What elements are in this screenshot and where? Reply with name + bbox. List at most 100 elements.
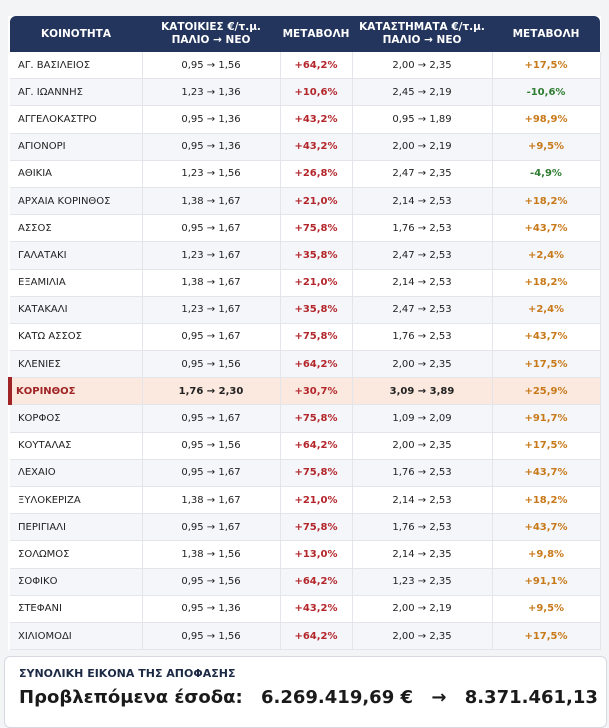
revenue-new: 8.371.461,13	[464, 687, 598, 708]
table-row: ΓΑΛΑΤΑΚΙ 1,23 → 1,67 +35,8% 2,47 → 2,53 +2,4…	[10, 241, 601, 270]
table-cell: 1,23 → 2,35	[352, 568, 493, 596]
table-row: ΣΟΦΙΚΟ 0,95 → 1,56 +64,2% 1,23 → 2,35 +91,1%	[10, 568, 601, 596]
table-cell: +17,5%	[492, 432, 601, 460]
table-cell: +64,2%	[280, 52, 353, 80]
community-name: ΑΓΓΕΛΟΚΑΣΤΡΟ	[10, 105, 143, 134]
header-line: ΚΑΤΑΣΤΗΜΑΤΑ €/τ.μ.	[359, 21, 485, 33]
table-row: ΛΕΧΑΙΟ 0,95 → 1,67 +75,8% 1,76 → 2,53 +43,7%	[10, 459, 601, 488]
table-cell: 2,14 → 2,53	[352, 486, 493, 515]
community-name: ΠΕΡΙΓΙΑΛΙ	[10, 513, 143, 542]
table-row: ΣΤΕΦΑΝΙ 0,95 → 1,36 +43,2% 2,00 → 2,19 +9,5%	[10, 595, 601, 623]
community-name: ΑΓ. ΒΑΣΙΛΕΙΟΣ	[10, 52, 143, 80]
header-cell: ΚΑΤΑΣΤΗΜΑΤΑ €/τ.μ. ΠΑΛΙΟ → ΝΕΟ	[352, 16, 492, 52]
table-cell: +43,2%	[280, 105, 353, 134]
table-row: ΑΓΓΕΛΟΚΑΣΤΡΟ 0,95 → 1,36 +43,2% 0,95 → 1,89…	[10, 105, 601, 134]
table-cell: 0,95 → 1,56	[142, 52, 281, 80]
table-cell: +17,5%	[492, 622, 601, 651]
table-cell: 1,76 → 2,53	[352, 459, 493, 488]
table-cell: +43,2%	[280, 133, 353, 161]
table-cell: +13,0%	[280, 540, 353, 569]
table-cell: +21,0%	[280, 187, 353, 216]
header-line: ΠΑΛΙΟ → ΝΕΟ	[171, 34, 251, 46]
table-cell: +75,8%	[280, 404, 353, 433]
table-cell: 1,76 → 2,53	[352, 323, 493, 352]
table-cell: +75,8%	[280, 214, 353, 243]
community-name: ΛΕΧΑΙΟ	[10, 459, 143, 488]
table-cell: +35,8%	[280, 241, 353, 270]
revenue-old: 6.269.419,69 €	[261, 687, 414, 708]
table-cell: 2,45 → 2,19	[352, 78, 493, 107]
summary-title: ΣΥΝΟΛΙΚΗ ΕΙΚΟΝΑ ΤΗΣ ΑΠΟΦΑΣΗΣ	[19, 667, 236, 680]
community-name: ΣΟΛΩΜΟΣ	[10, 540, 143, 569]
community-name: ΑΡΧΑΙΑ ΚΟΡΙΝΘΟΣ	[10, 187, 143, 216]
table-cell: 0,95 → 1,67	[142, 459, 281, 488]
table-row: ΑΣΣΟΣ 0,95 → 1,67 +75,8% 1,76 → 2,53 +43,7%	[10, 214, 601, 243]
table-cell: +26,8%	[280, 160, 353, 188]
community-name: ΚΑΤΑΚΑΛΙ	[10, 296, 143, 324]
table-row: ΞΥΛΟΚΕΡΙΖΑ 1,38 → 1,67 +21,0% 2,14 → 2,53 +1…	[10, 486, 601, 515]
header-line: ΚΑΤΟΙΚΙΕΣ €/τ.μ.	[161, 21, 261, 33]
table-row: ΚΑΤΩ ΑΣΣΟΣ 0,95 → 1,67 +75,8% 1,76 → 2,53 +4…	[10, 323, 601, 352]
table-cell: 0,95 → 1,67	[142, 404, 281, 433]
table-cell: 1,76 → 2,53	[352, 214, 493, 243]
community-name: ΚΛΕΝΙΕΣ	[10, 350, 143, 379]
table-cell: -10,6%	[492, 78, 601, 107]
table-cell: 2,00 → 2,35	[352, 52, 493, 80]
table-cell: 0,95 → 1,56	[142, 432, 281, 460]
table-cell: +2,4%	[492, 296, 601, 324]
community-name: ΑΓ. ΙΩΑΝΝΗΣ	[10, 78, 143, 107]
table-container: ΚΟΙΝΟΤΗΤΑ ΚΑΤΟΙΚΙΕΣ €/τ.μ. ΠΑΛΙΟ → ΝΕΟ ΜΕΤΑ…	[8, 16, 601, 651]
revenue-label: Προβλεπόμενα έσοδα:	[19, 687, 243, 708]
table-row: ΕΞΑΜΙΛΙΑ 1,38 → 1,67 +21,0% 2,14 → 2,53 +18,…	[10, 269, 601, 297]
table-cell: +21,0%	[280, 269, 353, 297]
table-cell: 0,95 → 1,56	[142, 568, 281, 596]
table-cell: +18,2%	[492, 269, 601, 297]
header-line: ΚΟΙΝΟΤΗΤΑ	[41, 27, 111, 40]
table-row: ΚΛΕΝΙΕΣ 0,95 → 1,56 +64,2% 2,00 → 2,35 +17,5…	[10, 350, 601, 379]
community-name: ΚΟΥΤΑΛΑΣ	[10, 432, 143, 460]
table-cell: 1,38 → 1,67	[142, 187, 281, 216]
header-row: ΚΟΙΝΟΤΗΤΑ ΚΑΤΟΙΚΙΕΣ €/τ.μ. ΠΑΛΙΟ → ΝΕΟ ΜΕΤΑ…	[10, 16, 600, 52]
table-cell: +18,2%	[492, 187, 601, 216]
header-cell: ΚΑΤΟΙΚΙΕΣ €/τ.μ. ΠΑΛΙΟ → ΝΕΟ	[142, 16, 280, 52]
table-cell: 2,47 → 2,53	[352, 296, 493, 324]
table-cell: +10,6%	[280, 78, 353, 107]
table-cell: 0,95 → 1,67	[142, 323, 281, 352]
community-name: ΑΣΣΟΣ	[10, 214, 143, 243]
table-cell: +9,5%	[492, 595, 601, 623]
table-cell: 0,95 → 1,36	[142, 133, 281, 161]
table-cell: 2,14 → 2,53	[352, 187, 493, 216]
revenue-line: Προβλεπόμενα έσοδα: 6.269.419,69 € → 8.3…	[19, 687, 606, 708]
table-cell: +17,5%	[492, 350, 601, 379]
table-cell: 1,38 → 1,67	[142, 269, 281, 297]
table-row: ΚΟΡΙΝΘΟΣ 1,76 → 2,30 +30,7% 3,09 → 3,89 +25,…	[8, 377, 601, 406]
community-name: ΞΥΛΟΚΕΡΙΖΑ	[10, 486, 143, 515]
community-name: ΓΑΛΑΤΑΚΙ	[10, 241, 143, 270]
table-cell: 1,23 → 1,36	[142, 78, 281, 107]
table-cell: 1,76 → 2,53	[352, 513, 493, 542]
table-row: ΑΘΙΚΙΑ 1,23 → 1,56 +26,8% 2,47 → 2,35 -4,9%	[10, 160, 601, 188]
community-name: ΚΑΤΩ ΑΣΣΟΣ	[10, 323, 143, 352]
community-name: ΚΟΡΦΟΣ	[10, 404, 143, 433]
table-cell: 2,00 → 2,35	[352, 432, 493, 460]
table-cell: +9,5%	[492, 133, 601, 161]
table-cell: 2,00 → 2,35	[352, 350, 493, 379]
table-cell: +43,7%	[492, 323, 601, 352]
table-row: ΑΓΙΟΝΟΡΙ 0,95 → 1,36 +43,2% 2,00 → 2,19 +9,5…	[10, 133, 601, 161]
table-row: ΚΑΤΑΚΑΛΙ 1,23 → 1,67 +35,8% 2,47 → 2,53 +2,4…	[10, 296, 601, 324]
table-cell: 0,95 → 1,67	[142, 214, 281, 243]
community-name: ΑΘΙΚΙΑ	[10, 160, 143, 188]
table-cell: +91,1%	[492, 568, 601, 596]
table-cell: +18,2%	[492, 486, 601, 515]
table-cell: 3,09 → 3,89	[352, 377, 493, 406]
table-cell: +75,8%	[280, 459, 353, 488]
table-cell: 1,76 → 2,30	[142, 377, 281, 406]
table-cell: 1,23 → 1,67	[142, 296, 281, 324]
community-name: ΣΤΕΦΑΝΙ	[10, 595, 143, 623]
table-cell: 0,95 → 1,36	[142, 105, 281, 134]
table-cell: 2,00 → 2,19	[352, 595, 493, 623]
header-cell: ΚΟΙΝΟΤΗΤΑ	[10, 16, 142, 52]
table-cell: +43,7%	[492, 513, 601, 542]
table-cell: +35,8%	[280, 296, 353, 324]
